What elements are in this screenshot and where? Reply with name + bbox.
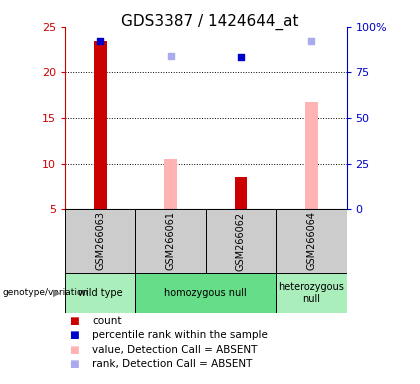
Text: ■: ■ [69, 330, 79, 340]
Bar [94, 41, 107, 209]
Point [167, 53, 174, 59]
Bar [164, 159, 177, 209]
Bar [135, 209, 206, 273]
Text: wild type: wild type [78, 288, 123, 298]
Text: ■: ■ [69, 316, 79, 326]
Text: homozygous null: homozygous null [164, 288, 247, 298]
Text: heterozygous
null: heterozygous null [278, 282, 344, 304]
Point [308, 38, 315, 44]
Point [97, 38, 104, 44]
Text: GSM266063: GSM266063 [95, 212, 105, 270]
Bar [235, 177, 247, 209]
Text: percentile rank within the sample: percentile rank within the sample [92, 330, 268, 340]
Text: ■: ■ [69, 359, 79, 369]
Bar [135, 273, 276, 313]
Bar [276, 273, 346, 313]
Text: rank, Detection Call = ABSENT: rank, Detection Call = ABSENT [92, 359, 253, 369]
Text: GDS3387 / 1424644_at: GDS3387 / 1424644_at [121, 13, 299, 30]
Text: ▶: ▶ [53, 288, 61, 298]
Text: value, Detection Call = ABSENT: value, Detection Call = ABSENT [92, 345, 258, 355]
Text: GSM266062: GSM266062 [236, 212, 246, 270]
Bar [206, 209, 276, 273]
Point [238, 54, 244, 60]
Text: GSM266061: GSM266061 [165, 212, 176, 270]
Text: ■: ■ [69, 345, 79, 355]
Bar [305, 102, 318, 209]
Bar [276, 209, 346, 273]
Bar [65, 209, 135, 273]
Text: count: count [92, 316, 122, 326]
Text: genotype/variation: genotype/variation [2, 288, 88, 298]
Bar [65, 273, 135, 313]
Text: GSM266064: GSM266064 [306, 212, 316, 270]
